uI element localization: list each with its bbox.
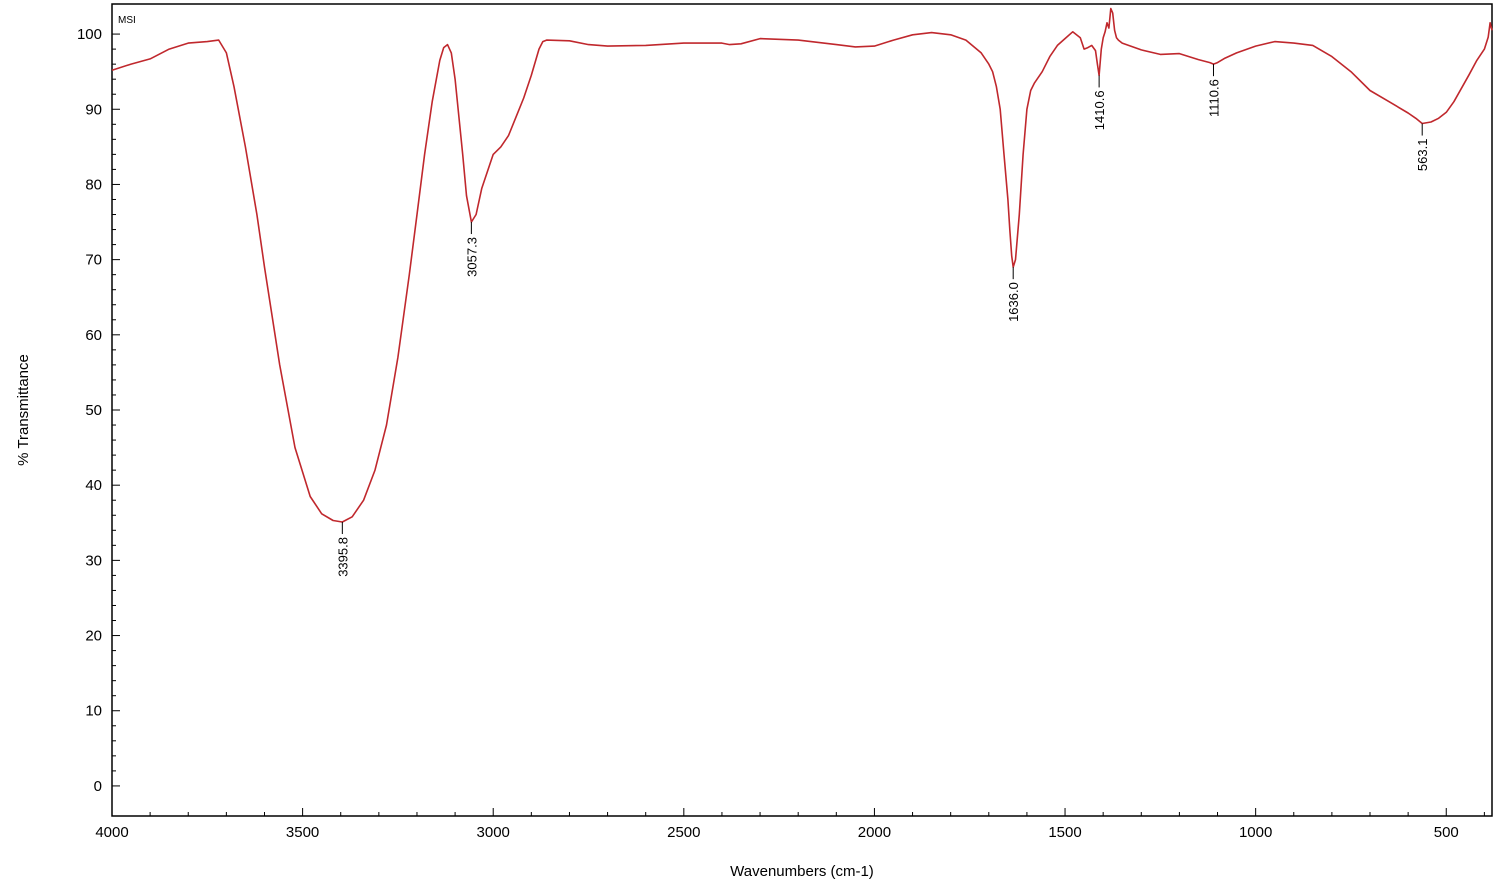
- x-tick-label: 2000: [858, 824, 891, 841]
- x-axis-title: Wavenumbers (cm-1): [730, 863, 874, 880]
- y-tick-label: 50: [85, 402, 102, 419]
- x-tick-label: 2500: [667, 824, 700, 841]
- peak-label: 563.1: [1415, 139, 1430, 172]
- x-axis: 4000 3500 3000 2500 2000 1500 1000 500: [95, 808, 1485, 841]
- y-tick-label: 60: [85, 327, 102, 344]
- y-axis-title: % Transmittance: [15, 354, 32, 466]
- peak-label: 1636.0: [1006, 282, 1021, 322]
- x-tick-label: 1000: [1239, 824, 1272, 841]
- y-tick-label: 70: [85, 252, 102, 269]
- x-tick-label: 3000: [477, 824, 510, 841]
- y-tick-label: 30: [85, 552, 102, 569]
- y-tick-label: 80: [85, 176, 102, 193]
- tag-backdrop: [113, 5, 177, 27]
- y-tick-label: 20: [85, 628, 102, 645]
- y-tick-label: 10: [85, 703, 102, 720]
- y-tick-label: 90: [85, 101, 102, 118]
- y-tick-label: 100: [77, 26, 102, 43]
- y-tick-label: 40: [85, 477, 102, 494]
- instrument-tag: MSI: [118, 15, 136, 26]
- peak-label: 1410.6: [1092, 90, 1107, 130]
- spectrum-line: [111, 7, 1493, 523]
- peak-label: 1110.6: [1206, 79, 1221, 117]
- x-tick-label: 3500: [286, 824, 319, 841]
- y-axis: 0 10 20 30 40 50 60 70 80 90 100: [77, 26, 120, 795]
- x-tick-label: 500: [1434, 824, 1459, 841]
- peak-label: 3057.3: [464, 237, 479, 277]
- peak-annotations: 3395.8 3057.3 1636.0 1410.6 1110.6 563.1: [335, 64, 1430, 577]
- y-tick-label: 0: [94, 778, 102, 795]
- plot-frame: [111, 3, 1493, 817]
- x-tick-label: 4000: [95, 824, 128, 841]
- peak-label: 3395.8: [335, 537, 350, 577]
- x-tick-label: 1500: [1048, 824, 1081, 841]
